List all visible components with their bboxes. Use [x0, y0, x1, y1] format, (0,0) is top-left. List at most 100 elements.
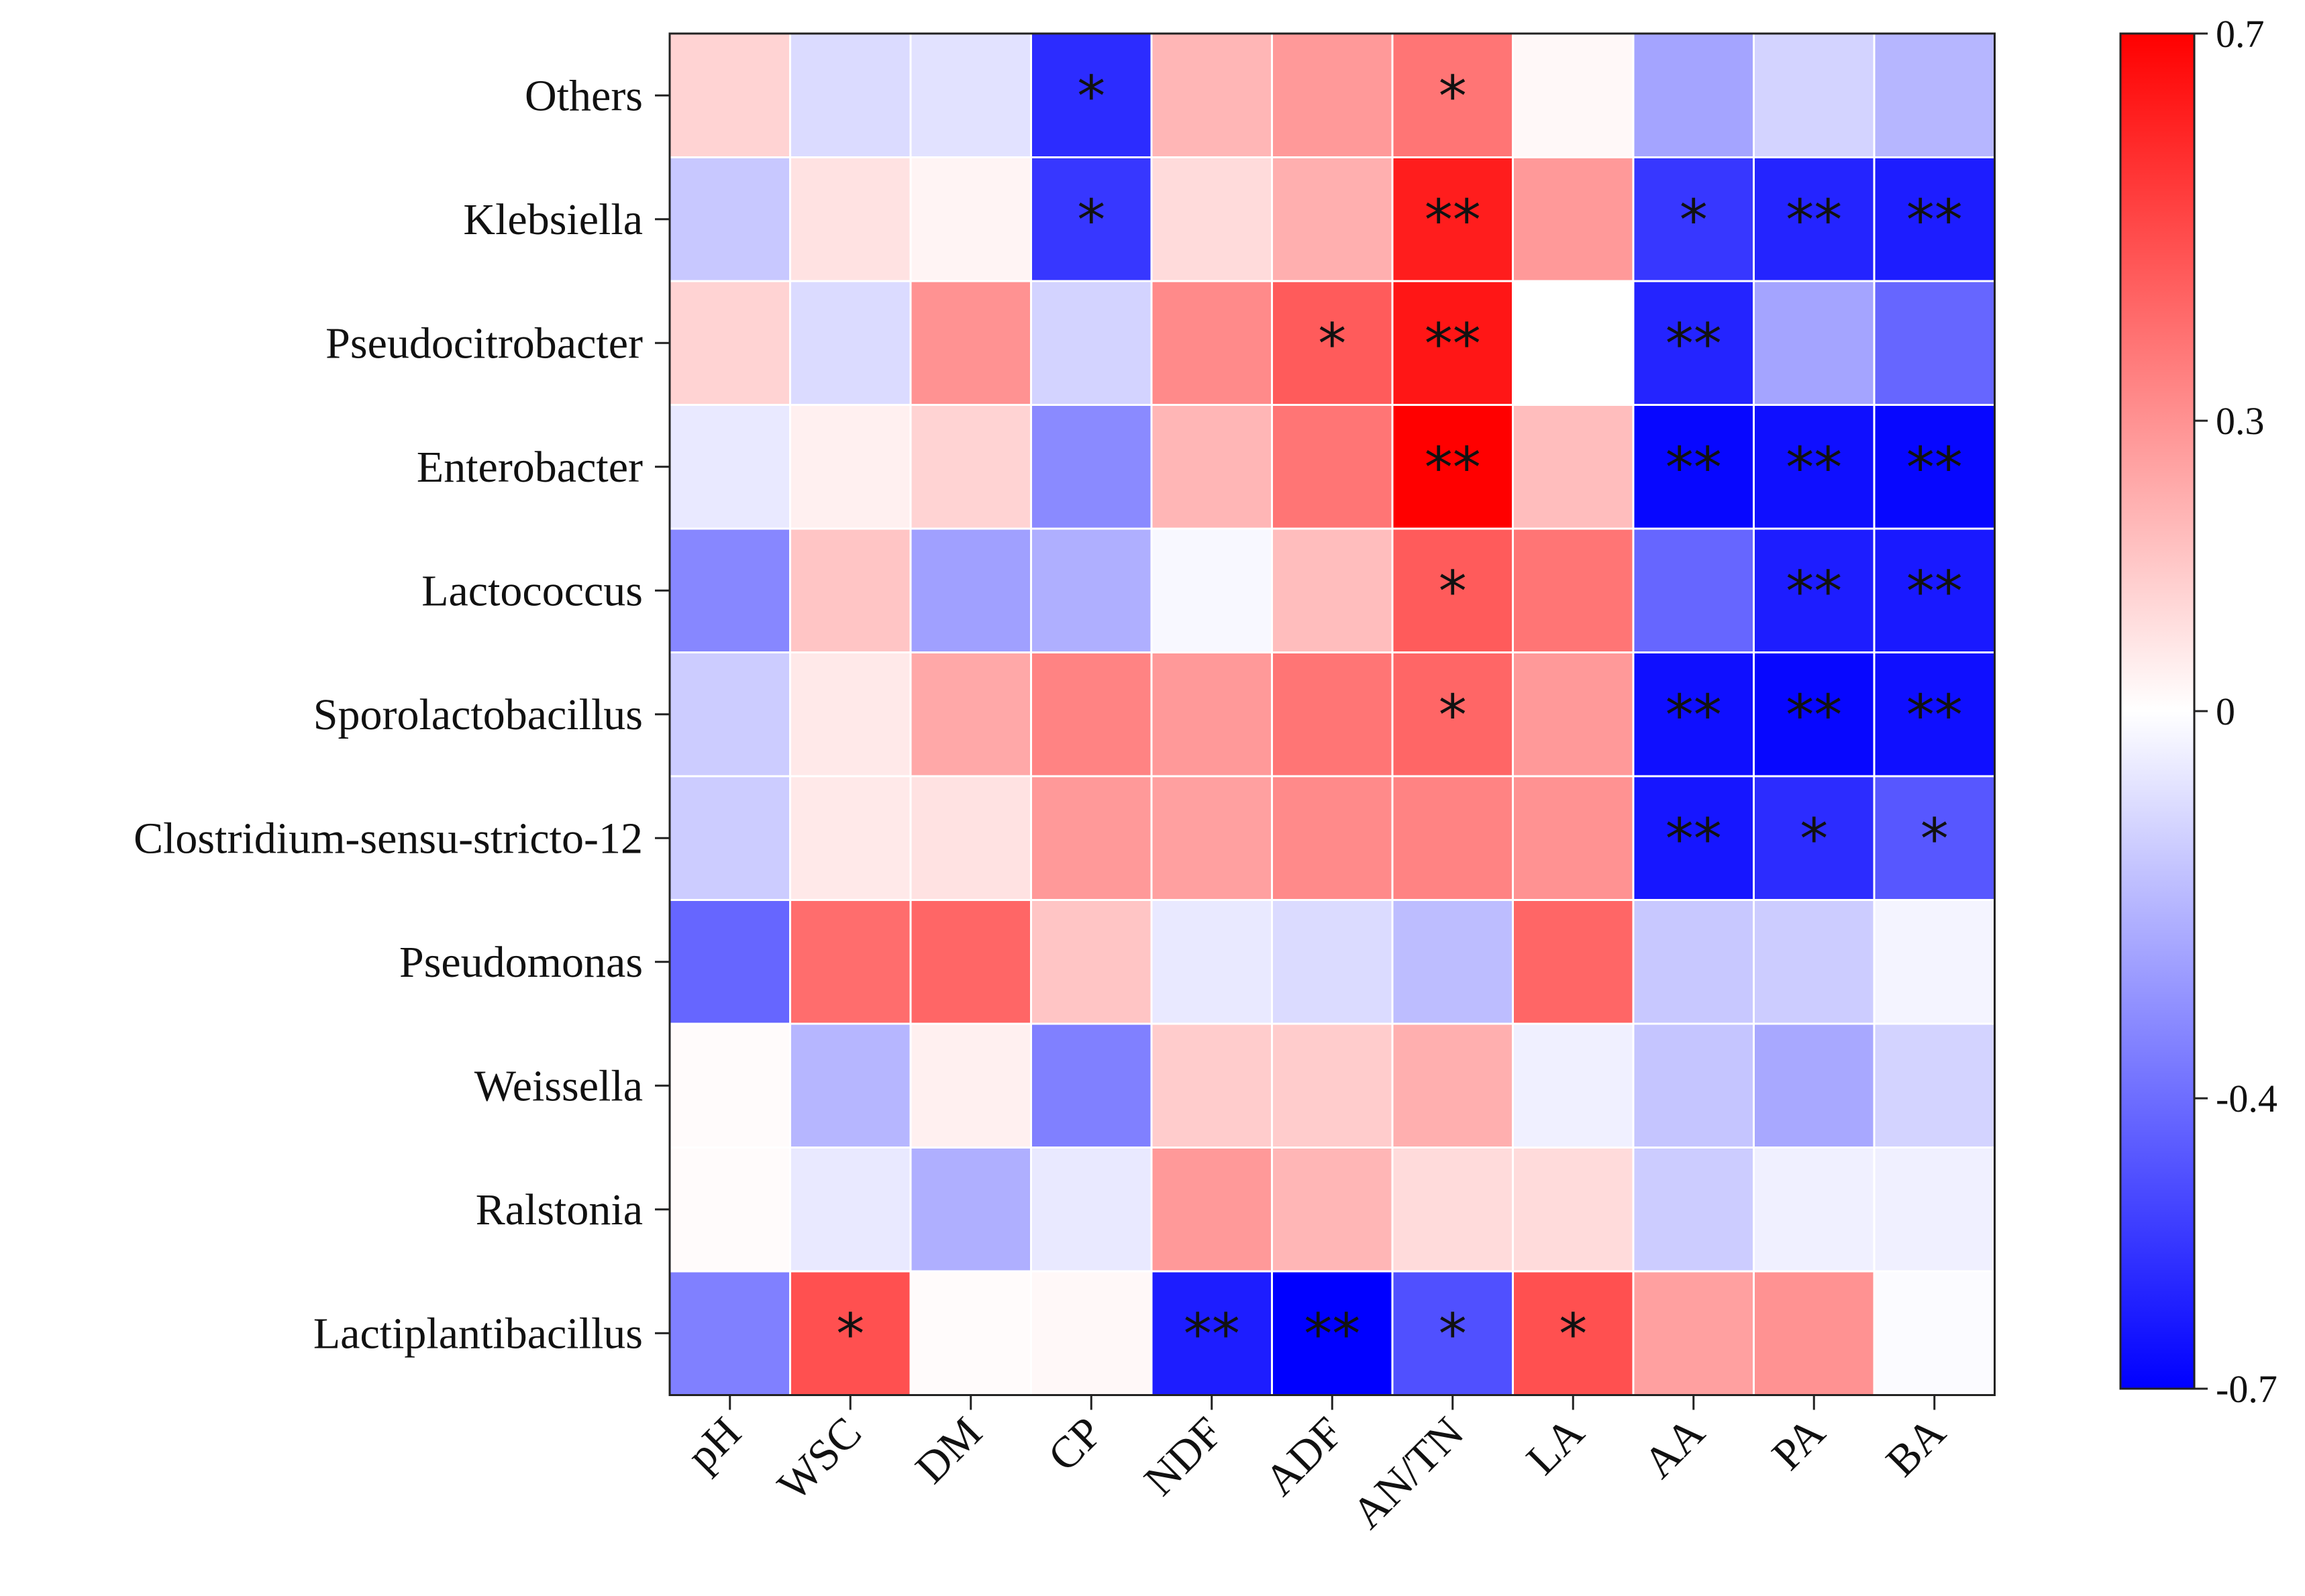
column-label: BA [1877, 1407, 1955, 1486]
heatmap-cell [1031, 34, 1152, 158]
significance-mark: * [1439, 682, 1467, 748]
heatmap-cell [670, 652, 790, 777]
heatmap-cell [1513, 157, 1634, 282]
heatmap-cell [1031, 776, 1152, 900]
significance-mark: ** [1786, 558, 1842, 624]
colorbar-tick-label: 0.7 [2216, 12, 2265, 56]
heatmap-cell [670, 776, 790, 900]
significance-mark: * [1800, 806, 1828, 871]
heatmap-cell [1874, 652, 1995, 777]
significance-mark: ** [1666, 311, 1722, 376]
heatmap-cell [1874, 157, 1995, 282]
heatmap-cell [1031, 1271, 1152, 1395]
heatmap-cell [790, 34, 911, 158]
heatmap-cell [1513, 652, 1634, 777]
heatmap-cell [1874, 405, 1995, 529]
significance-mark: * [1920, 806, 1949, 871]
heatmap-cell [1753, 776, 1875, 900]
heatmap-cell [790, 529, 911, 653]
significance-mark: * [1439, 558, 1467, 624]
heatmap-cell [1392, 1024, 1513, 1148]
heatmap-cell [911, 1024, 1031, 1148]
heatmap-cell [670, 1271, 790, 1395]
significance-mark: ** [1425, 435, 1481, 500]
heatmap-cell [790, 157, 911, 282]
heatmap-cell [670, 281, 790, 405]
colorbar-tick-label: 0 [2216, 690, 2235, 733]
significance-mark: ** [1666, 435, 1722, 500]
heatmap-cell [1874, 900, 1995, 1024]
row-label: Klebsiella [463, 195, 643, 244]
heatmap-cell [790, 1147, 911, 1272]
heatmap-cell [911, 652, 1031, 777]
heatmap-cell [1151, 34, 1272, 158]
heatmap-cell [1392, 405, 1513, 529]
significance-mark: ** [1906, 435, 1963, 500]
heatmap-cell [1031, 1024, 1152, 1148]
heatmap-cell [1031, 900, 1152, 1024]
significance-mark: ** [1666, 682, 1722, 748]
heatmap-cell [1272, 900, 1393, 1024]
significance-mark: ** [1906, 682, 1963, 748]
heatmap-cell [1633, 281, 1754, 405]
heatmap-cell [1392, 34, 1513, 158]
colorbar-ticks: 0.7 0.3 0 -0.4 -0.7 [2194, 12, 2277, 1411]
heatmap-cell [1151, 652, 1272, 777]
heatmap-cell [1633, 776, 1754, 900]
heatmap-cell [1633, 405, 1754, 529]
heatmap-cell [1151, 776, 1272, 900]
colorbar-tick-label: -0.7 [2216, 1367, 2277, 1411]
column-label: ADF [1256, 1407, 1353, 1505]
heatmap-cell [1753, 1271, 1875, 1395]
heatmap-cell [1753, 157, 1875, 282]
column-label: AN/TN [1343, 1407, 1473, 1538]
heatmap-cell [1633, 157, 1754, 282]
heatmap-cell [1633, 652, 1754, 777]
heatmap-cell [1151, 281, 1272, 405]
significance-mark: * [1439, 63, 1467, 129]
column-label: AA [1634, 1407, 1714, 1487]
significance-mark: * [1680, 187, 1708, 253]
heatmap-cell [1272, 1024, 1393, 1148]
heatmap-cell [1874, 776, 1995, 900]
heatmap-cell [1633, 529, 1754, 653]
heatmap-cell [1392, 652, 1513, 777]
heatmap-cell [1392, 157, 1513, 282]
row-label: Lactococcus [421, 566, 643, 615]
heatmap-cell [1513, 776, 1634, 900]
heatmap-cell [1151, 1271, 1272, 1395]
heatmap-cell [1272, 1147, 1393, 1272]
heatmap-cell [1874, 1147, 1995, 1272]
heatmap-cell [790, 1024, 911, 1148]
row-label: Clostridium-sensu-stricto-12 [134, 814, 643, 863]
heatmap-cell [1874, 529, 1995, 653]
heatmap-cell [670, 405, 790, 529]
heatmap-cell [1272, 652, 1393, 777]
colorbar-tick-label: -0.4 [2216, 1077, 2277, 1120]
heatmap-cell [1031, 405, 1152, 529]
heatmap-cell [1753, 281, 1875, 405]
heatmap-cell [670, 529, 790, 653]
significance-mark: * [836, 1301, 864, 1367]
heatmap-gridlines [670, 34, 1995, 1395]
column-label: pH [678, 1407, 751, 1481]
heatmap-cell [911, 1147, 1031, 1272]
heatmap-cell [1031, 652, 1152, 777]
heatmap-cell [1151, 1024, 1272, 1148]
heatmap-cell [1513, 281, 1634, 405]
colorbar-tick-label: 0.3 [2216, 399, 2265, 443]
colorbar-gradient [2119, 32, 2196, 1390]
column-label: DM [907, 1407, 992, 1493]
heatmap-cell [1031, 281, 1152, 405]
heatmap-cell [1272, 281, 1393, 405]
heatmap-cell [1874, 1024, 1995, 1148]
heatmap-cell [1513, 529, 1634, 653]
heatmap-cell [911, 1271, 1031, 1395]
heatmap-cell [1392, 529, 1513, 653]
column-label: PA [1763, 1407, 1835, 1479]
heatmap-cell [911, 405, 1031, 529]
significance-mark: ** [1786, 435, 1842, 500]
significance-mark: ** [1906, 558, 1963, 624]
